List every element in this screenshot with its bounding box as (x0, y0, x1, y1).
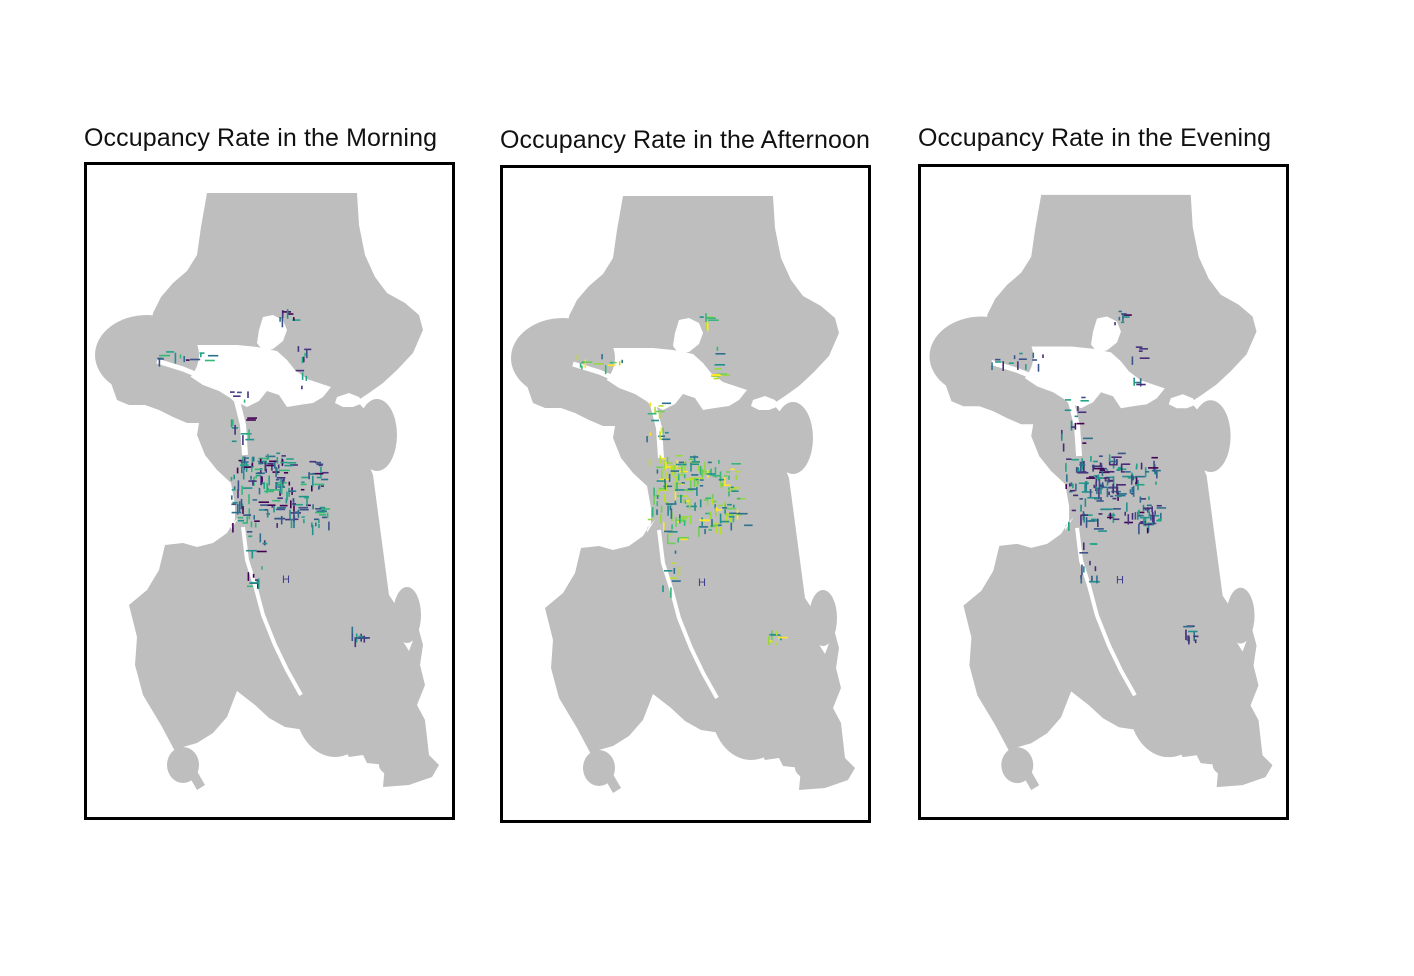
occupancy-segments (991, 310, 1199, 645)
panel-title: Occupancy Rate in the Evening (918, 124, 1272, 152)
panel-evening: Occupancy Rate in the Evening H (918, 124, 1318, 824)
seattle-map: H (929, 194, 1273, 791)
panel-afternoon: Occupancy Rate in the Afternoon H (500, 126, 910, 826)
map-marker-label: H (282, 574, 290, 586)
water-bodies (990, 316, 1197, 697)
map-frame: H (84, 162, 455, 820)
map-marker-label: H (1116, 575, 1124, 587)
water-bodies (156, 315, 363, 696)
occupancy-segments (157, 309, 370, 648)
land-area (511, 196, 855, 793)
panel-title: Occupancy Rate in the Afternoon (500, 126, 870, 154)
map-frame: H (918, 164, 1289, 820)
seattle-map: H (95, 193, 439, 790)
map-marker-label: H (698, 577, 706, 589)
map-frame: H (500, 165, 871, 823)
occupancy-segments (576, 313, 788, 646)
seattle-map: H (511, 196, 855, 793)
panel-title: Occupancy Rate in the Morning (84, 124, 438, 152)
panel-morning: Occupancy Rate in the Morning H (84, 124, 474, 824)
